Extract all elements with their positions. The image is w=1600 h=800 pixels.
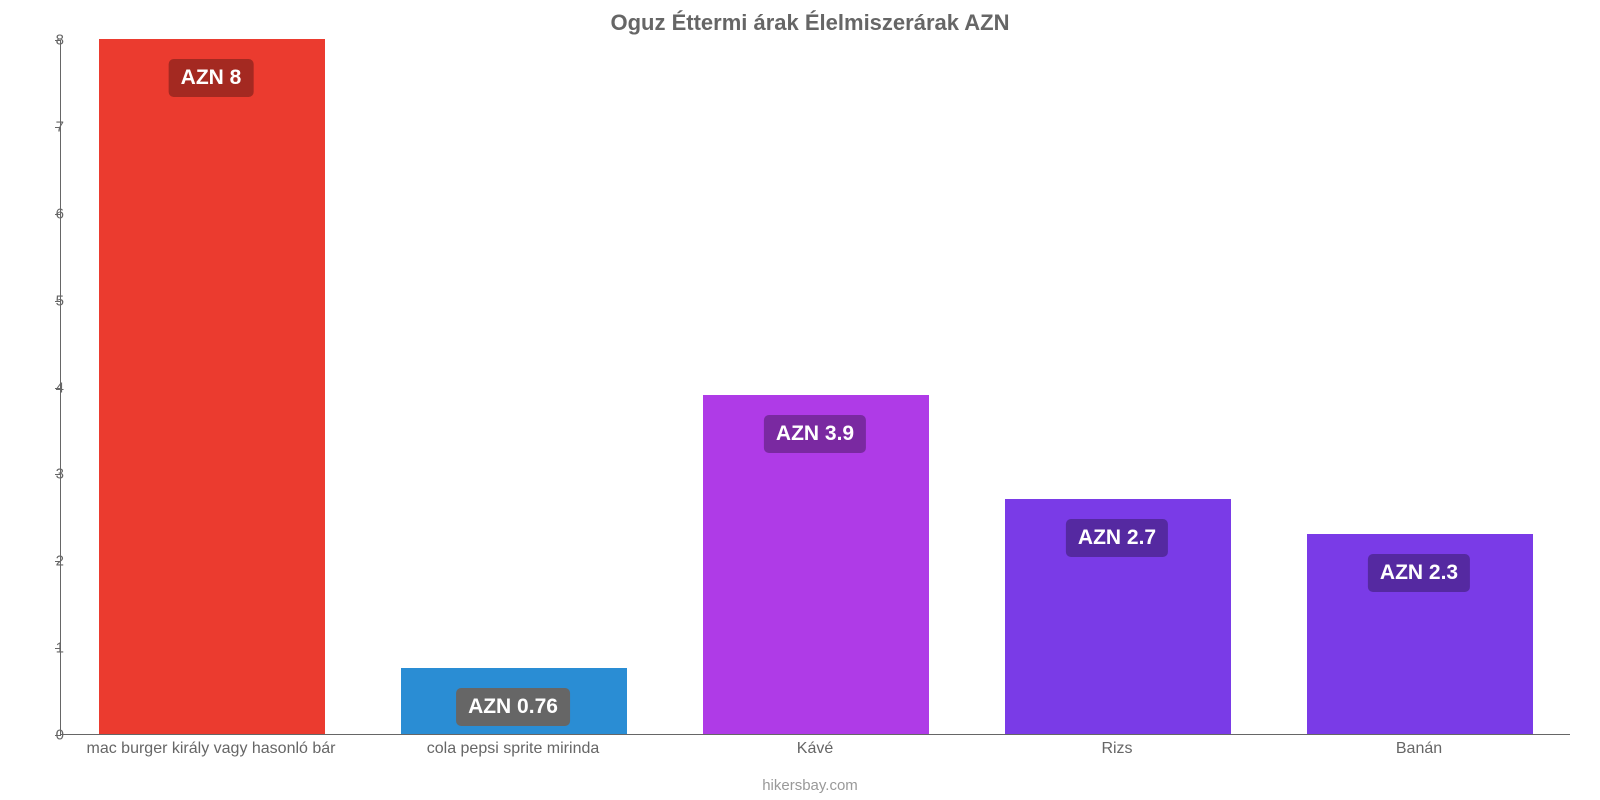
price-bar-chart: Oguz Éttermi árak Élelmiszerárak AZN hik…	[40, 0, 1580, 800]
bar-value-badge: AZN 0.76	[456, 688, 570, 726]
chart-title: Oguz Éttermi árak Élelmiszerárak AZN	[40, 0, 1580, 36]
y-axis-label: 5	[56, 292, 64, 309]
y-axis-label: 0	[56, 727, 64, 744]
y-axis-label: 8	[56, 32, 64, 49]
bar	[99, 39, 326, 734]
y-axis-label: 3	[56, 466, 64, 483]
x-axis-label: cola pepsi sprite mirinda	[427, 740, 600, 758]
y-axis-label: 7	[56, 118, 64, 135]
source-attribution: hikersbay.com	[762, 777, 858, 794]
bar-value-badge: AZN 2.7	[1066, 519, 1168, 557]
x-axis-label: Kávé	[797, 740, 833, 758]
bar-value-badge: AZN 2.3	[1368, 554, 1470, 592]
y-axis-label: 6	[56, 205, 64, 222]
x-axis-label: mac burger király vagy hasonló bár	[86, 740, 335, 758]
y-axis-label: 1	[56, 640, 64, 657]
bar-value-badge: AZN 3.9	[764, 415, 866, 453]
plot-area	[60, 40, 1570, 735]
y-axis-label: 4	[56, 379, 64, 396]
x-axis-label: Rizs	[1101, 740, 1132, 758]
y-axis-label: 2	[56, 553, 64, 570]
bar-value-badge: AZN 8	[169, 59, 254, 97]
x-axis-label: Banán	[1396, 740, 1442, 758]
